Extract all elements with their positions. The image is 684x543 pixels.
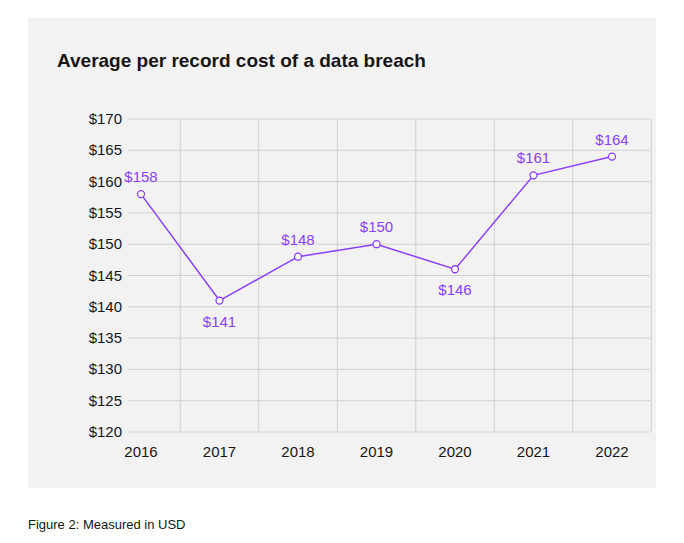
- grid-line: [128, 432, 650, 433]
- grid-line-vertical: [651, 119, 652, 432]
- grid-line: [128, 369, 650, 370]
- y-tick-label: $170: [89, 110, 122, 127]
- data-label: $141: [203, 313, 236, 330]
- panel: [28, 18, 656, 488]
- series: [138, 153, 616, 304]
- grid-line: [128, 119, 650, 120]
- y-tick-label: $135: [89, 329, 122, 346]
- marker: [530, 172, 537, 179]
- y-tick-label: $150: [89, 235, 122, 252]
- y-tick-label: $130: [89, 360, 122, 377]
- y-tick-label: $165: [89, 141, 122, 158]
- y-tick-label: $140: [89, 298, 122, 315]
- grid-line-vertical: [258, 119, 259, 432]
- grid-line-vertical: [337, 119, 338, 432]
- y-tick-label: $125: [89, 392, 122, 409]
- marker: [216, 297, 223, 304]
- marker: [452, 266, 459, 273]
- title: Average per record cost of a data breach: [57, 50, 426, 71]
- data-label: $161: [517, 149, 550, 166]
- x-tick-label: 2016: [124, 443, 157, 460]
- data-label: $158: [124, 168, 157, 185]
- line: [141, 157, 612, 301]
- grid-line: [128, 150, 650, 151]
- y-tick-label: $155: [89, 204, 122, 221]
- grid-line-vertical: [494, 119, 495, 432]
- grid-line: [128, 400, 650, 401]
- x-tick-label: 2020: [438, 443, 471, 460]
- x-tick-label: 2017: [203, 443, 236, 460]
- grid-line: [128, 338, 650, 339]
- grid-line-vertical: [415, 119, 416, 432]
- chart: Average per record cost of a data breach…: [0, 0, 684, 543]
- marker: [373, 241, 380, 248]
- x-tick-label: 2022: [595, 443, 628, 460]
- x-tick-label: 2021: [517, 443, 550, 460]
- marker: [609, 153, 616, 160]
- y-tick-label: $145: [89, 267, 122, 284]
- data-label: $146: [438, 281, 471, 298]
- x-tick-label: 2019: [360, 443, 393, 460]
- grid-line: [128, 275, 650, 276]
- grid-line: [128, 244, 650, 245]
- grid-line: [128, 212, 650, 213]
- grid-line: [128, 306, 650, 307]
- y-tick-label: $160: [89, 173, 122, 190]
- grid-line-vertical: [180, 119, 181, 432]
- marker: [138, 191, 145, 198]
- caption: Figure 2: Measured in USD: [28, 517, 186, 532]
- grid-line: [128, 181, 650, 182]
- data-label: $148: [281, 231, 314, 248]
- marker: [295, 253, 302, 260]
- y-tick-label: $120: [89, 423, 122, 440]
- data-label: $150: [360, 218, 393, 235]
- x-tick-label: 2018: [281, 443, 314, 460]
- data-label: $164: [595, 131, 628, 148]
